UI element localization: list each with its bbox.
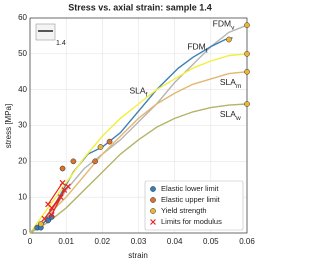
point-marker bbox=[244, 101, 250, 107]
data-line bbox=[29, 53, 248, 234]
annotation-text: SLA bbox=[220, 109, 236, 119]
legend-marker bbox=[150, 208, 156, 214]
x-tick-label: 0 bbox=[28, 237, 33, 246]
x-tick-label: 0.03 bbox=[131, 237, 147, 246]
chart: Stress vs. axial strain: sample 1.4 stra… bbox=[4, 2, 255, 260]
y-tick-label: 60 bbox=[18, 13, 27, 22]
x-tick-label: 0.02 bbox=[95, 237, 111, 246]
x-tick-label: 0.04 bbox=[167, 237, 183, 246]
plot-frame bbox=[29, 17, 248, 234]
y-tick-label: 50 bbox=[18, 49, 27, 58]
legend-frame bbox=[144, 180, 244, 231]
legend-marker bbox=[150, 197, 156, 203]
x-tick-label: 0.06 bbox=[239, 237, 255, 246]
x-marker bbox=[61, 187, 68, 193]
inset-frame bbox=[35, 23, 56, 41]
legend-label: Elastic lower limit bbox=[161, 184, 219, 193]
series-annotation: FDMt bbox=[187, 42, 207, 54]
point-marker bbox=[92, 158, 98, 165]
modulus-segment bbox=[47, 182, 64, 205]
x-stroke bbox=[41, 215, 48, 222]
data-line bbox=[29, 103, 248, 234]
inset: 1.4 bbox=[35, 23, 66, 47]
point-marker bbox=[59, 165, 66, 172]
x-marker bbox=[48, 204, 55, 211]
series-annotation: SLAm bbox=[220, 77, 242, 89]
point-marker bbox=[244, 68, 250, 75]
data-line bbox=[29, 71, 248, 234]
annotation-text: SLA bbox=[220, 77, 236, 87]
inset-label: 1.4 bbox=[56, 40, 66, 47]
x-marker bbox=[59, 179, 66, 186]
point-marker bbox=[70, 158, 77, 165]
series-annotation: SLAw bbox=[220, 109, 241, 121]
y-tick-label: 0 bbox=[23, 228, 28, 237]
x-axis-label: strain bbox=[128, 251, 148, 260]
x-tick-label: 0.05 bbox=[203, 237, 219, 246]
x-stroke bbox=[48, 204, 55, 211]
legend-label: Elastic upper limit bbox=[161, 195, 221, 204]
annotation-sub: f bbox=[146, 91, 148, 98]
annotation-sub: v bbox=[231, 24, 235, 31]
x-stroke bbox=[150, 219, 156, 225]
modulus-segment bbox=[51, 186, 69, 209]
point-marker bbox=[38, 221, 44, 227]
y-tick-label: 30 bbox=[18, 121, 27, 130]
x-stroke bbox=[57, 194, 64, 201]
legend-label: Yield strength bbox=[161, 206, 207, 215]
legend-label: Limits for modulus bbox=[161, 217, 222, 226]
y-tick-label: 10 bbox=[18, 192, 27, 201]
series-annotation: SLAf bbox=[129, 86, 147, 98]
point-marker bbox=[226, 36, 232, 43]
legend: Elastic lower limit Elastic upper limit Yi… bbox=[144, 180, 244, 231]
point-marker bbox=[106, 138, 113, 145]
x-marker bbox=[48, 212, 55, 219]
x-marker bbox=[41, 215, 48, 222]
annotation-text: SLA bbox=[129, 86, 145, 96]
x-tick-label: 0.01 bbox=[58, 237, 74, 246]
y-tick-label: 40 bbox=[18, 85, 27, 94]
point-marker bbox=[244, 50, 250, 57]
x-stroke bbox=[59, 179, 66, 186]
y-tick-label: 20 bbox=[18, 156, 27, 165]
modulus-segment bbox=[51, 189, 65, 216]
annotation-sub: t bbox=[206, 47, 208, 54]
series-annotation: FDMv bbox=[213, 19, 235, 31]
annotation-text: FDM bbox=[187, 42, 205, 52]
legend-marker bbox=[150, 186, 156, 192]
x-stroke bbox=[61, 187, 68, 193]
annotation-text: FDM bbox=[213, 19, 231, 29]
x-stroke bbox=[48, 212, 55, 219]
point-marker bbox=[244, 22, 250, 29]
x-marker bbox=[57, 194, 64, 201]
annotation-sub: w bbox=[235, 114, 241, 121]
annotation-sub: m bbox=[236, 83, 241, 90]
legend-marker bbox=[150, 219, 156, 225]
y-axis-label: stress [MPa] bbox=[4, 104, 13, 148]
modulus-segment bbox=[43, 196, 62, 220]
chart-title: Stress vs. axial strain: sample 1.4 bbox=[68, 2, 212, 12]
point-marker bbox=[97, 144, 104, 150]
